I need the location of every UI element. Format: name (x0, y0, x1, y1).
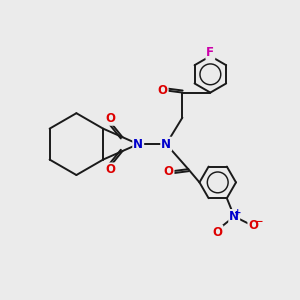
Text: −: − (255, 217, 262, 226)
Text: +: + (234, 208, 242, 217)
Text: O: O (248, 219, 258, 232)
Text: O: O (105, 112, 115, 125)
Text: O: O (164, 165, 174, 178)
Text: N: N (133, 138, 143, 151)
Text: N: N (161, 138, 171, 151)
Text: N: N (229, 210, 239, 223)
Text: F: F (206, 46, 214, 59)
Text: O: O (158, 84, 168, 97)
Text: O: O (105, 164, 115, 176)
Text: O: O (212, 226, 222, 239)
